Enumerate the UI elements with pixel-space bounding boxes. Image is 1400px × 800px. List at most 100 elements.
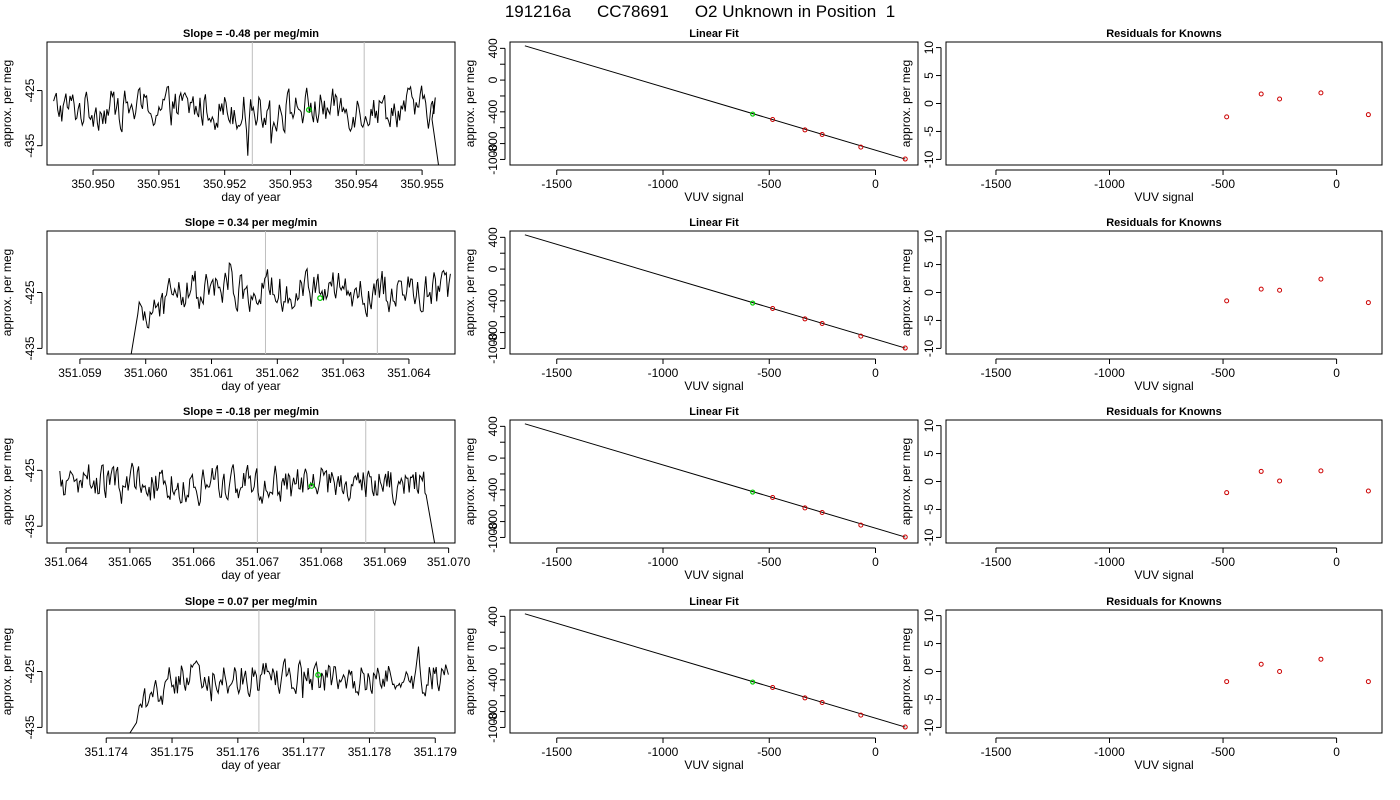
panel-1-1: Linear Fit -1500 -1000 -500 0 VUV signal 400 0 -… [463, 217, 919, 393]
x-tick-label: 351.066 [172, 555, 216, 569]
known-point [819, 700, 825, 706]
plot-frame [46, 230, 456, 355]
residual-point [1258, 468, 1264, 474]
y-tick-label: 0 [922, 478, 936, 485]
y-tick-label: -435 [23, 133, 37, 157]
y-tick-label: 0 [922, 668, 936, 675]
panel-title: Residuals for Knowns [1106, 217, 1222, 229]
panel-3-1: Linear Fit -1500 -1000 -500 0 VUV signal 400 0 -… [463, 596, 919, 772]
residual-point [1365, 679, 1371, 685]
panel-2-0: Slope = -0.18 per meg/min 351.064 351.065 3… [0, 406, 471, 582]
unknown-point [750, 300, 756, 306]
x-axis-label: day of year [221, 190, 280, 204]
plot-frame [46, 41, 456, 166]
plot-frame [945, 419, 1383, 544]
residual-point [1277, 287, 1283, 293]
figure-title-date: 191216a [504, 2, 571, 21]
y-tick-label: -10 [922, 339, 936, 357]
x-tick-label: 0 [1333, 366, 1340, 380]
y-tick-label: -400 [486, 289, 500, 313]
panel-2-2: Residuals for Knowns -1500 -1000 -500 0 VUV s… [899, 406, 1383, 582]
x-tick-label: -1500 [541, 745, 572, 759]
y-tick-label: -10 [922, 718, 936, 736]
x-tick-label: 351.174 [85, 745, 129, 759]
y-tick-label: -425 [23, 458, 37, 482]
x-tick-label: -1500 [541, 366, 572, 380]
y-tick-label: -1000 [486, 522, 500, 553]
panel-3-2: Residuals for Knowns -1500 -1000 -500 0 VUV s… [899, 596, 1383, 772]
x-tick-label: 351.061 [190, 366, 234, 380]
known-point [902, 345, 908, 351]
y-tick-label: 0 [922, 100, 936, 107]
unknown-marker [308, 483, 315, 489]
residual-point [1224, 298, 1230, 304]
residual-point [1224, 679, 1230, 685]
y-tick-label: -800 [486, 509, 500, 533]
known-point [802, 127, 808, 133]
x-tick-label: 350.952 [203, 177, 247, 191]
plot-area [1224, 656, 1371, 685]
known-point [802, 695, 808, 701]
x-tick-label: 351.178 [348, 745, 392, 759]
plot-area [524, 423, 908, 540]
x-tick-label: 351.063 [321, 366, 365, 380]
plot-area [1224, 90, 1371, 120]
known-point [770, 495, 776, 501]
y-tick-label: 400 [486, 38, 500, 58]
y-tick-label: -425 [23, 659, 37, 683]
y-axis-label: approx. per meg [899, 249, 913, 336]
y-axis-label: approx. per meg [0, 249, 14, 336]
y-axis-label: approx. per meg [899, 438, 913, 525]
x-tick-label: 351.175 [150, 745, 194, 759]
x-tick-label: -1500 [981, 745, 1012, 759]
x-tick-label: -1500 [541, 177, 572, 191]
y-tick-label: 400 [486, 606, 500, 626]
plot-area [59, 420, 436, 543]
plot-frame [945, 609, 1383, 734]
x-tick-label: -1000 [648, 745, 679, 759]
fit-line [524, 423, 906, 538]
panel-0-2: Residuals for Knowns -1500 -1000 -500 0 VUV s… [899, 28, 1383, 204]
x-tick-label: 0 [872, 366, 879, 380]
y-tick-label: -1000 [486, 144, 500, 175]
x-tick-label: -500 [757, 745, 781, 759]
y-tick-label: -5 [922, 315, 936, 326]
x-tick-label: 351.065 [108, 555, 152, 569]
panel-title: Slope = -0.48 per meg/min [183, 28, 319, 40]
unknown-marker [315, 671, 322, 678]
known-point [819, 321, 825, 327]
known-point [858, 333, 864, 339]
y-tick-label: -5 [922, 126, 936, 137]
x-tick-label: 350.955 [400, 177, 444, 191]
plot-area [130, 231, 451, 354]
x-tick-label: 351.177 [282, 745, 326, 759]
fit-line [524, 613, 906, 728]
known-point [770, 117, 776, 123]
x-axis-label: day of year [221, 758, 280, 772]
y-axis-label: approx. per meg [463, 60, 477, 147]
y-tick-label: -5 [922, 504, 936, 515]
plot-frame [509, 419, 919, 544]
y-tick-label: 10 [922, 41, 936, 55]
panel-1-0: Slope = 0.34 per meg/min 351.059 351.060 35… [0, 217, 456, 393]
x-tick-label: 0 [872, 555, 879, 569]
y-tick-label: 5 [922, 72, 936, 79]
x-tick-label: 350.951 [137, 177, 181, 191]
known-point [819, 132, 825, 138]
y-axis-label: approx. per meg [899, 60, 913, 147]
y-axis-label: approx. per meg [463, 628, 477, 715]
x-tick-label: -1000 [1094, 366, 1125, 380]
y-tick-label: 0 [486, 454, 500, 461]
residual-point [1318, 468, 1324, 474]
x-axis-label: day of year [221, 379, 280, 393]
y-tick-label: -400 [486, 668, 500, 692]
y-tick-label: 400 [486, 227, 500, 247]
panel-title: Slope = 0.34 per meg/min [185, 217, 318, 229]
x-tick-label: -1000 [648, 366, 679, 380]
residual-point [1258, 91, 1264, 97]
x-axis-label: VUV signal [1134, 758, 1193, 772]
residual-point [1365, 300, 1371, 306]
y-axis-label: approx. per meg [463, 438, 477, 525]
x-tick-label: -500 [1211, 366, 1235, 380]
